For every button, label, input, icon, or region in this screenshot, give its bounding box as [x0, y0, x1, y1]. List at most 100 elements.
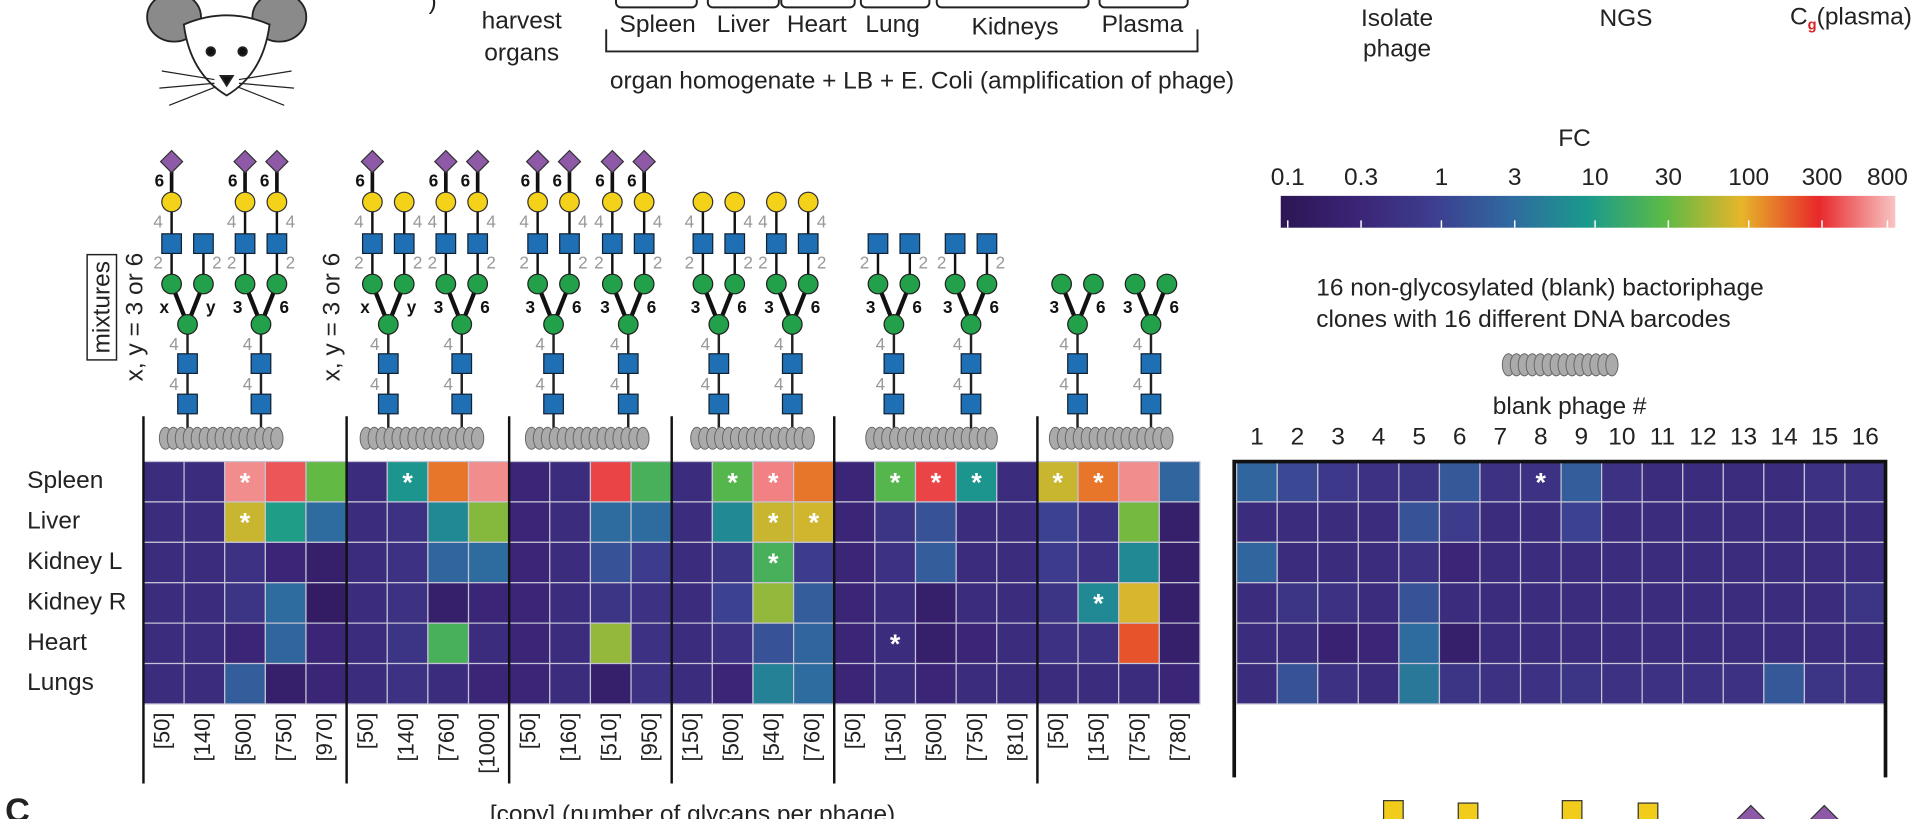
heatmap-cell — [549, 541, 592, 584]
column-label: [540] — [759, 712, 784, 761]
linkage: 2 — [578, 252, 588, 272]
heatmap-cell — [671, 501, 713, 543]
heatmap-cell — [183, 460, 226, 503]
linkage: 3 — [1049, 297, 1059, 317]
heatmap-cell — [1317, 460, 1359, 503]
column-label: 3 — [1331, 424, 1345, 451]
row-label: Kidney L — [27, 548, 122, 575]
column-label: 11 — [1650, 424, 1675, 451]
glcnac — [393, 233, 415, 255]
linkage: 2 — [860, 252, 870, 272]
linkage: 6 — [811, 297, 821, 317]
heatmap-cell — [996, 662, 1039, 705]
linkage: 3 — [1123, 297, 1133, 317]
linkage: 6 — [228, 170, 238, 190]
heatmap-cell — [305, 460, 348, 503]
phage-bead — [471, 426, 485, 450]
linkage: 4 — [610, 374, 620, 394]
heatmap-cell — [630, 541, 673, 584]
mannose — [377, 314, 399, 335]
column-label: [970] — [312, 712, 337, 761]
significance-marker: * — [1536, 467, 1547, 497]
heatmap-cell — [752, 622, 795, 665]
glcnac — [944, 233, 966, 255]
heatmap-cell — [1601, 622, 1643, 665]
heatmap-cell — [1118, 460, 1160, 503]
colorbar-title: FC — [1558, 125, 1591, 152]
heatmap-cell — [264, 501, 307, 543]
column-label: 2 — [1291, 424, 1305, 451]
heatmap-cell — [1763, 662, 1806, 705]
sialic-acid — [233, 149, 257, 174]
heatmap-cell — [1398, 582, 1441, 624]
heatmap-cell — [1722, 541, 1765, 584]
mannose — [393, 273, 415, 295]
significance-marker: * — [768, 548, 779, 578]
linkage: 4 — [444, 334, 454, 354]
heatmap-cell — [1158, 501, 1201, 543]
heatmap-cell — [671, 622, 713, 665]
mannose — [944, 273, 966, 295]
column-label: 9 — [1575, 424, 1589, 451]
heatmap-cell — [996, 541, 1039, 584]
heatmap-cell — [467, 460, 510, 503]
heatmap-cell — [1236, 582, 1278, 624]
linkage: 4 — [578, 211, 588, 231]
significance-marker: * — [890, 467, 901, 497]
heatmap-cell — [1722, 662, 1765, 705]
heatmap-cell — [1641, 662, 1684, 705]
linkage: 2 — [758, 252, 768, 272]
header-text: phage — [1363, 36, 1431, 63]
glcnac — [177, 353, 198, 374]
heatmap-cell — [752, 541, 795, 584]
heatmap-cell — [1438, 662, 1481, 705]
mannose — [1083, 273, 1104, 295]
sialic-acid — [600, 149, 625, 174]
glcnac — [559, 233, 580, 255]
mixtures-box — [86, 253, 118, 361]
heatmap-cell — [1438, 622, 1481, 665]
heatmap-cell — [1803, 460, 1846, 503]
heatmap-cell — [346, 501, 388, 543]
column-label: [760] — [434, 712, 459, 761]
linkage: 6 — [260, 170, 270, 190]
heatmap-cell — [671, 460, 713, 503]
glcnac — [543, 353, 564, 374]
column-label: [150] — [678, 712, 703, 761]
heatmap-cell — [549, 662, 592, 705]
heatmap-cell — [630, 460, 673, 503]
heatmap-cell — [1236, 541, 1278, 584]
linkage: 6 — [1169, 297, 1179, 317]
column-label: 10 — [1608, 424, 1635, 451]
linkage: 2 — [413, 252, 423, 272]
bottom-caption: [copy] (number of glycans per phage) — [490, 801, 895, 819]
heatmap-cell — [346, 460, 388, 503]
significance-marker: * — [931, 467, 942, 497]
heatmap-cell — [264, 582, 307, 624]
linkage: 4 — [701, 374, 711, 394]
heatmap-cell — [305, 622, 348, 665]
heatmap-cell — [1601, 662, 1643, 705]
row-label: Kidney R — [27, 588, 126, 615]
linkage: 6 — [521, 170, 531, 190]
heatmap-cell — [671, 541, 713, 584]
heatmap-cell — [386, 541, 429, 584]
heatmap-cell — [224, 622, 266, 665]
column-label: [160] — [556, 712, 581, 761]
heatmap-cell — [1803, 541, 1846, 584]
heatmap-cell — [996, 460, 1039, 503]
heatmap-cell — [346, 622, 388, 665]
heatmap-cell — [1317, 622, 1359, 665]
heatmap-cell — [752, 662, 795, 705]
linkage: 2 — [354, 252, 364, 272]
header-text: NGS — [1599, 5, 1652, 32]
heatmap-cell — [914, 622, 957, 665]
mannose — [543, 314, 564, 335]
linkage: 4 — [370, 334, 380, 354]
glcnac — [708, 353, 730, 374]
linkage: 3 — [434, 297, 444, 317]
mannose — [1067, 314, 1088, 335]
heatmap-cell — [427, 460, 470, 503]
heatmap-cell — [711, 662, 754, 705]
